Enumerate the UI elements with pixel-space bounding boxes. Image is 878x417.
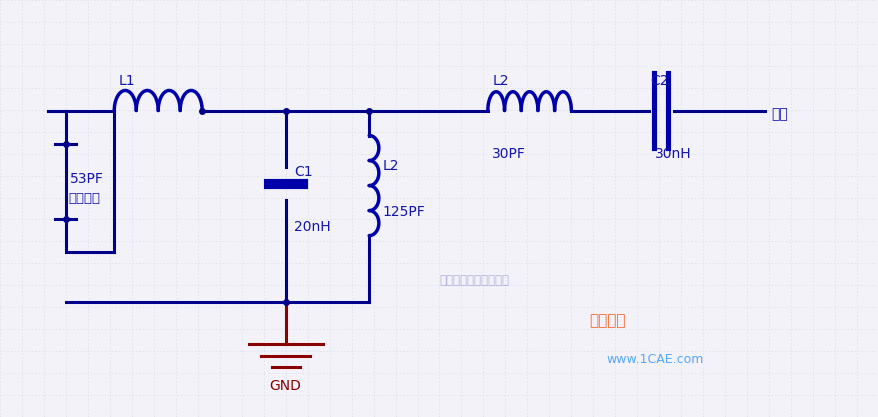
Text: L2: L2	[382, 159, 399, 173]
Text: 天线本体: 天线本体	[68, 191, 100, 205]
Text: GND: GND	[270, 379, 301, 394]
Text: L2: L2	[492, 73, 508, 88]
Text: www.1CAE.com: www.1CAE.com	[606, 353, 703, 366]
Text: L1: L1	[119, 73, 135, 88]
Text: 125PF: 125PF	[382, 205, 425, 219]
Text: 深圳市微航磁电技术有: 深圳市微航磁电技术有	[439, 274, 509, 286]
Text: C1: C1	[294, 165, 313, 179]
Text: 53PF: 53PF	[70, 171, 104, 186]
Text: 30PF: 30PF	[492, 146, 526, 161]
Text: 30nH: 30nH	[654, 146, 691, 161]
Text: 20nH: 20nH	[294, 219, 331, 234]
Text: 仿真在线: 仿真在线	[588, 313, 625, 328]
Text: C2: C2	[650, 73, 668, 88]
Text: 馈点: 馈点	[771, 108, 788, 122]
